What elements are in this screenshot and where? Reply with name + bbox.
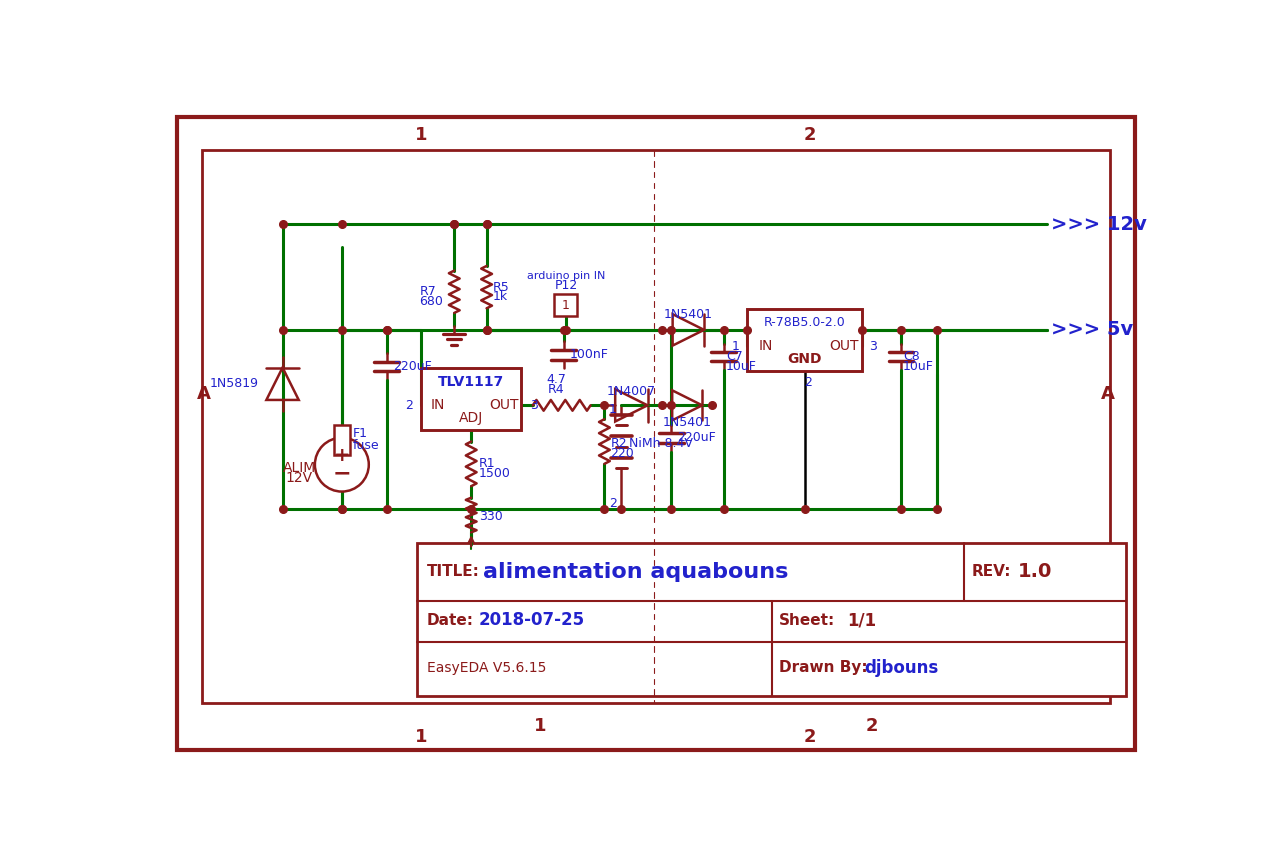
Bar (202, 151, 1110, 704)
Text: 1: 1 (415, 126, 428, 144)
Text: 1N4007: 1N4007 (607, 385, 655, 398)
Text: 2: 2 (805, 376, 813, 389)
Text: Date:: Date: (426, 613, 474, 627)
Text: 1500: 1500 (479, 467, 511, 480)
Text: 1: 1 (562, 299, 570, 312)
Text: 1: 1 (415, 728, 428, 746)
Text: 2: 2 (609, 496, 617, 509)
Text: R2: R2 (611, 437, 627, 450)
Text: 1: 1 (609, 402, 617, 416)
Text: arduino pin IN: arduino pin IN (527, 271, 605, 281)
Text: R-78B5.0-2.0: R-78B5.0-2.0 (764, 317, 846, 330)
Text: 1N5401: 1N5401 (663, 416, 712, 429)
Text: 1: 1 (732, 340, 740, 353)
Bar (334, 425, 349, 455)
Text: C8: C8 (904, 349, 920, 363)
Text: 1: 1 (534, 717, 547, 735)
Text: 2: 2 (804, 126, 817, 144)
Text: P12: P12 (554, 279, 577, 292)
Text: NiMh 8.4V: NiMh 8.4V (628, 437, 692, 450)
Text: 2: 2 (804, 728, 817, 746)
Text: 2018-07-25: 2018-07-25 (479, 611, 585, 629)
Text: 12V: 12V (285, 472, 314, 485)
Text: IN: IN (431, 398, 445, 413)
Text: 1N5819: 1N5819 (210, 377, 259, 390)
Text: alimentation aquabouns: alimentation aquabouns (483, 562, 788, 581)
Text: A: A (1101, 385, 1115, 403)
Text: 1N5401: 1N5401 (664, 308, 713, 321)
Text: R4: R4 (548, 383, 564, 396)
Bar (554, 294, 577, 316)
Text: EasyEDA V5.6.15: EasyEDA V5.6.15 (426, 661, 545, 675)
Text: 4.7: 4.7 (547, 373, 566, 386)
Text: OUT: OUT (829, 339, 859, 353)
Text: ADJ: ADJ (460, 412, 484, 425)
Text: 1k: 1k (493, 290, 508, 303)
Text: 100nF: 100nF (570, 348, 608, 361)
Text: ALIM: ALIM (283, 461, 316, 475)
Text: 10uF: 10uF (726, 360, 756, 372)
Text: 220uF: 220uF (677, 431, 717, 444)
Text: >>> 5v: >>> 5v (1051, 320, 1133, 339)
Text: F1: F1 (352, 427, 367, 440)
Text: GND: GND (787, 352, 822, 366)
Text: REV:: REV: (972, 564, 1011, 580)
Circle shape (315, 437, 369, 491)
Text: fuse: fuse (352, 439, 379, 452)
Text: 680: 680 (420, 294, 443, 308)
Text: −: − (333, 464, 351, 484)
Text: C7: C7 (726, 349, 742, 363)
Bar (417, 544, 1125, 696)
Text: 3: 3 (530, 399, 538, 412)
Text: 1.0: 1.0 (1018, 562, 1052, 581)
Text: R7: R7 (420, 285, 436, 298)
Text: TLV1117: TLV1117 (438, 375, 504, 389)
Text: 2: 2 (865, 717, 878, 735)
Text: 10uF: 10uF (904, 360, 934, 372)
Text: 3: 3 (869, 340, 877, 353)
Text: 2: 2 (404, 399, 412, 412)
Text: 1/1: 1/1 (847, 611, 876, 629)
Text: R1: R1 (479, 457, 495, 470)
Bar (421, 368, 521, 430)
Text: TITLE:: TITLE: (426, 564, 480, 580)
Text: OUT: OUT (489, 398, 520, 413)
Text: R5: R5 (493, 281, 509, 294)
Text: djbouns: djbouns (864, 659, 938, 677)
Text: Sheet:: Sheet: (780, 613, 836, 627)
Text: +: + (334, 446, 351, 465)
Text: Drawn By:: Drawn By: (780, 660, 868, 675)
Text: 220uF: 220uF (393, 360, 431, 372)
Bar (746, 309, 863, 371)
Text: IN: IN (758, 339, 773, 353)
Text: A: A (197, 385, 211, 403)
Text: >>> 12v: >>> 12v (1051, 215, 1147, 234)
Text: 330: 330 (479, 509, 503, 523)
Text: 220: 220 (611, 448, 635, 461)
